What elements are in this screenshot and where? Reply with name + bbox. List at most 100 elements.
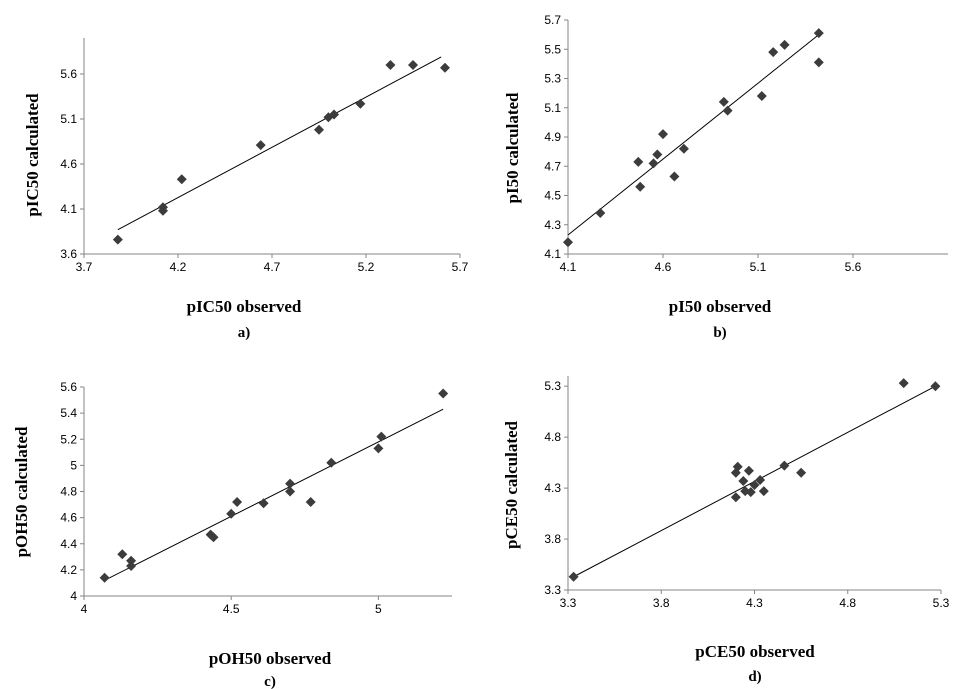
y-tick-label: 5.6 <box>60 380 77 394</box>
y-tick-label: 5.2 <box>60 432 77 446</box>
data-point <box>779 39 790 50</box>
scatter-panel-d: pCE50 calculated pCE50 observed d) 3.3 3.… <box>502 376 950 685</box>
x-tick-label: 5.7 <box>452 260 469 274</box>
panel-caption: d) <box>748 669 761 685</box>
data-point <box>898 378 909 389</box>
y-tick-label: 4.7 <box>544 159 561 173</box>
data-point <box>768 47 779 58</box>
data-point <box>438 388 449 399</box>
y-tick-label: 5.3 <box>544 379 561 393</box>
scatter-panel-b: pI50 calculated pI50 observed b) 4.1 4.6 5… <box>503 13 948 341</box>
data-point <box>930 381 941 392</box>
data-point <box>730 492 741 503</box>
y-tick-label: 3.6 <box>60 247 77 261</box>
data-point <box>329 109 340 120</box>
y-tick-label: 4.6 <box>60 511 77 525</box>
x-tick-label: 3.3 <box>560 596 577 610</box>
data-point <box>678 143 689 154</box>
y-tick-label: 5.6 <box>60 67 77 81</box>
y-axis-label: pOH50 calculated <box>12 426 31 557</box>
data-point <box>756 91 767 102</box>
data-point <box>117 549 128 560</box>
trendline <box>104 408 444 581</box>
data-point <box>285 486 296 497</box>
x-tick-label: 4.6 <box>655 260 672 274</box>
panel-caption: a) <box>238 325 251 341</box>
y-tick-label: 4.3 <box>544 481 561 495</box>
data-point <box>738 475 749 486</box>
data-point <box>796 467 807 478</box>
y-axis-label: pI50 calculated <box>503 92 522 204</box>
data-point <box>232 496 243 507</box>
x-axis-label: pIC50 observed <box>187 297 302 316</box>
data-point <box>652 149 663 160</box>
data-point <box>755 474 766 485</box>
data-point <box>743 465 754 476</box>
x-tick-label: 4.8 <box>839 596 856 610</box>
scatter-panel-c: pOH50 calculated pOH50 observed c) 4 4.5 5… <box>12 380 452 689</box>
y-tick-label: 4.1 <box>544 247 561 261</box>
data-point <box>745 487 756 498</box>
data-point <box>157 202 168 213</box>
data-point <box>258 498 269 509</box>
data-point <box>749 480 760 491</box>
data-point <box>732 461 743 472</box>
data-point <box>568 571 579 582</box>
data-point <box>722 105 733 116</box>
y-tick-label: 5.5 <box>544 42 561 56</box>
y-tick-label: 3.8 <box>544 532 561 546</box>
y-tick-label: 4.2 <box>60 563 77 577</box>
data-point <box>633 156 644 167</box>
data-point <box>126 560 137 571</box>
data-point <box>314 124 324 135</box>
x-tick-label: 5.2 <box>358 260 375 274</box>
y-tick-label: 4.8 <box>60 485 77 499</box>
data-point <box>99 572 110 583</box>
y-tick-label: 4.8 <box>544 430 561 444</box>
y-tick-label: 5.3 <box>544 72 561 86</box>
x-tick-label: 4.5 <box>223 602 240 616</box>
scatter-panel-a: pIC50 calculated pIC50 observed a) 3.7 4.… <box>23 38 469 341</box>
data-point <box>126 555 137 566</box>
data-point <box>385 60 396 70</box>
data-point <box>226 508 237 519</box>
data-point <box>285 478 296 489</box>
y-tick-label: 4.1 <box>60 202 77 216</box>
x-tick-label: 4.7 <box>264 260 281 274</box>
y-axis-label: pCE50 calculated <box>502 420 521 549</box>
data-point <box>376 431 387 442</box>
x-tick-label: 5 <box>375 602 382 616</box>
data-point <box>326 457 337 468</box>
data-point <box>779 460 790 471</box>
trendline <box>117 56 442 231</box>
y-tick-label: 4.4 <box>60 537 77 551</box>
x-tick-label: 3.8 <box>653 596 670 610</box>
data-point <box>305 496 316 507</box>
x-tick-label: 5.6 <box>845 260 862 274</box>
y-tick-label: 5.4 <box>60 406 77 420</box>
x-tick-label: 4.3 <box>746 596 763 610</box>
y-tick-label: 4.3 <box>544 218 561 232</box>
y-tick-label: 4.9 <box>544 130 561 144</box>
y-tick-label: 5 <box>70 458 77 472</box>
data-point <box>669 171 680 182</box>
data-point <box>648 158 659 169</box>
x-tick-label: 4.1 <box>560 260 577 274</box>
data-point <box>718 96 729 107</box>
x-tick-label: 4 <box>81 602 88 616</box>
x-tick-label: 5.3 <box>933 596 950 610</box>
x-tick-label: 4.2 <box>170 260 187 274</box>
data-point <box>439 62 450 73</box>
data-point <box>813 57 824 68</box>
panel-caption: c) <box>264 674 276 689</box>
x-tick-label: 5.1 <box>750 260 767 274</box>
y-axis-label: pIC50 calculated <box>23 93 42 217</box>
data-point <box>208 532 219 543</box>
data-point <box>658 129 668 140</box>
data-point <box>813 28 824 39</box>
y-tick-label: 4 <box>70 589 77 603</box>
x-tick-label: 3.7 <box>76 260 93 274</box>
data-point <box>595 208 606 219</box>
x-axis-label: pI50 observed <box>669 297 772 316</box>
